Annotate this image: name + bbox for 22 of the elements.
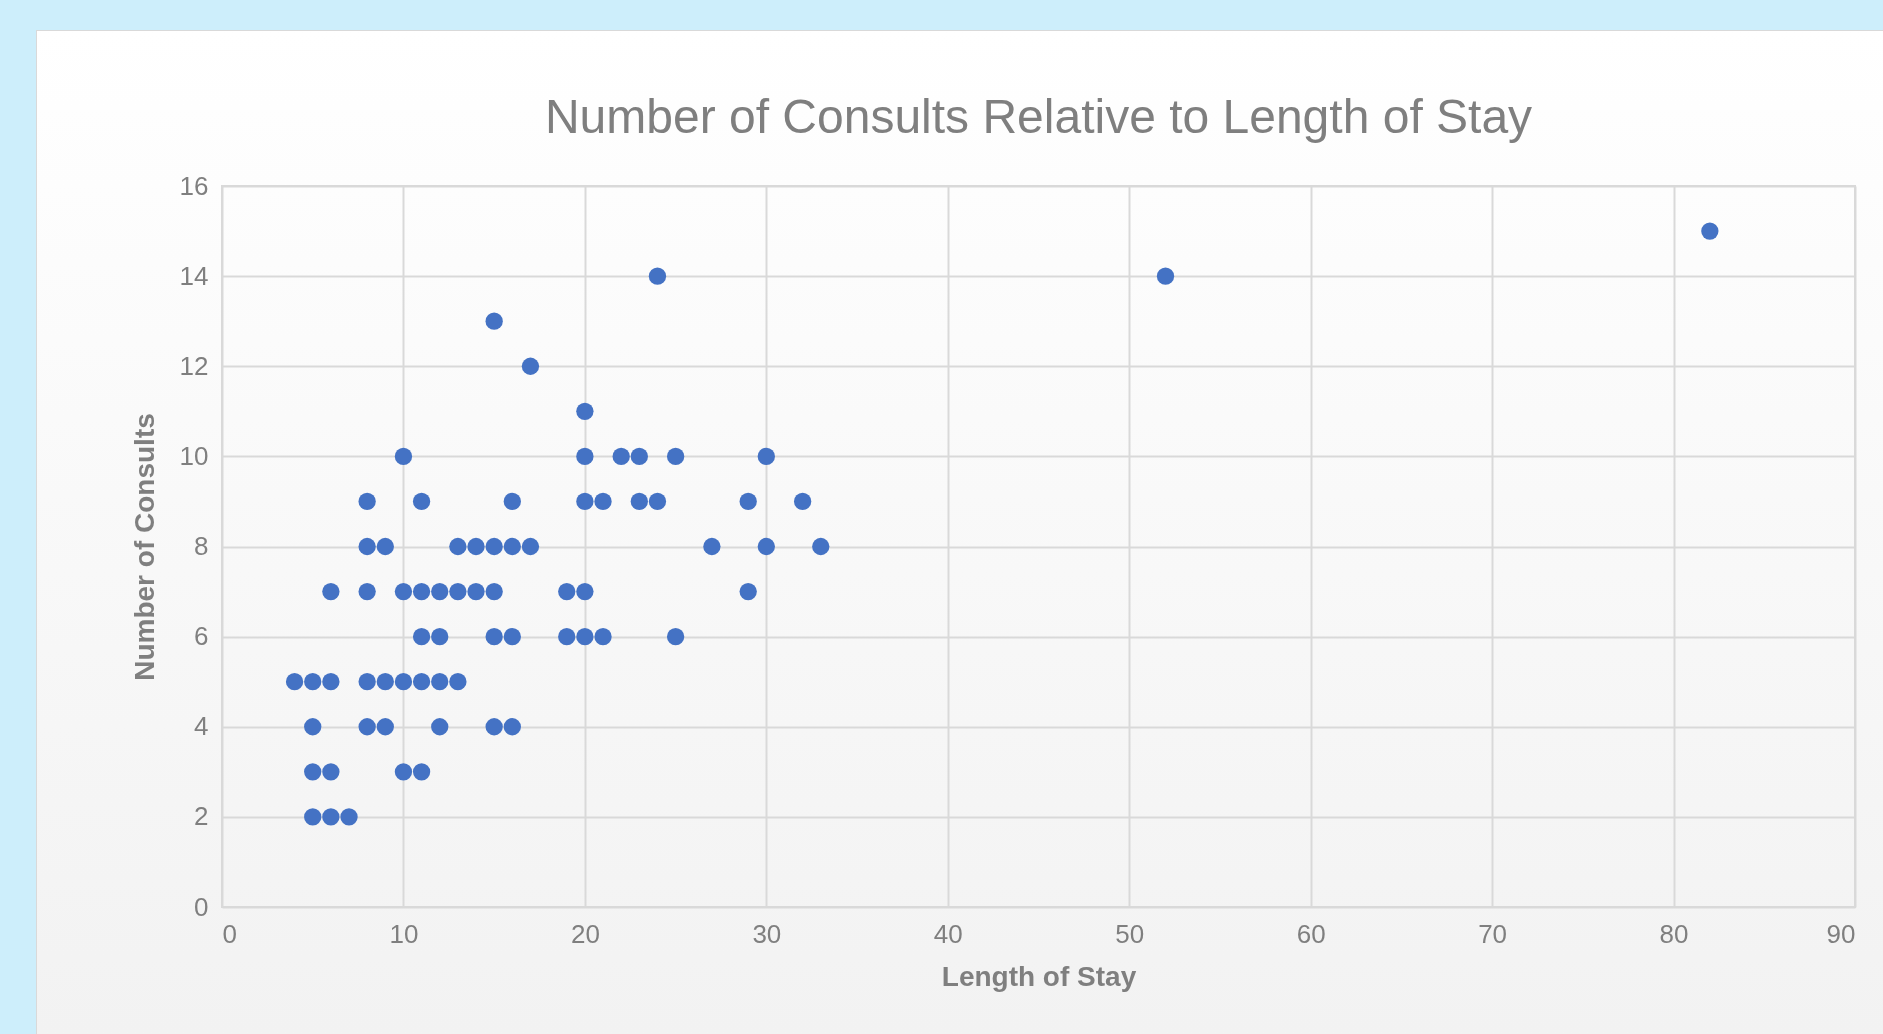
y-tick-label: 4 <box>194 711 209 742</box>
y-axis-title: Number of Consults <box>128 413 160 681</box>
y-tick-label: 16 <box>179 170 209 201</box>
x-tick-label: 90 <box>1826 918 1856 949</box>
x-tick-label: 30 <box>752 918 782 949</box>
chart-title: Number of Consults Relative to Length of Stay <box>544 90 1533 143</box>
x-tick-label: 80 <box>1659 918 1689 949</box>
x-tick-label: 0 <box>222 918 237 949</box>
x-tick-label: 60 <box>1296 918 1326 949</box>
y-tick-label: 6 <box>194 621 209 652</box>
x-tick-label: 20 <box>570 918 600 949</box>
x-tick-label: 50 <box>1115 918 1145 949</box>
x-axis-title: Length of Stay <box>941 960 1137 992</box>
y-tick-label: 2 <box>194 801 209 832</box>
y-tick-label: 12 <box>179 350 209 381</box>
x-tick-label: 10 <box>389 918 419 949</box>
x-tick-label: 70 <box>1478 918 1508 949</box>
x-tick-label: 40 <box>933 918 963 949</box>
y-tick-label: 0 <box>194 891 209 922</box>
y-tick-label: 10 <box>179 440 209 471</box>
y-tick-label: 8 <box>194 531 209 561</box>
y-tick-label: 14 <box>179 260 209 291</box>
